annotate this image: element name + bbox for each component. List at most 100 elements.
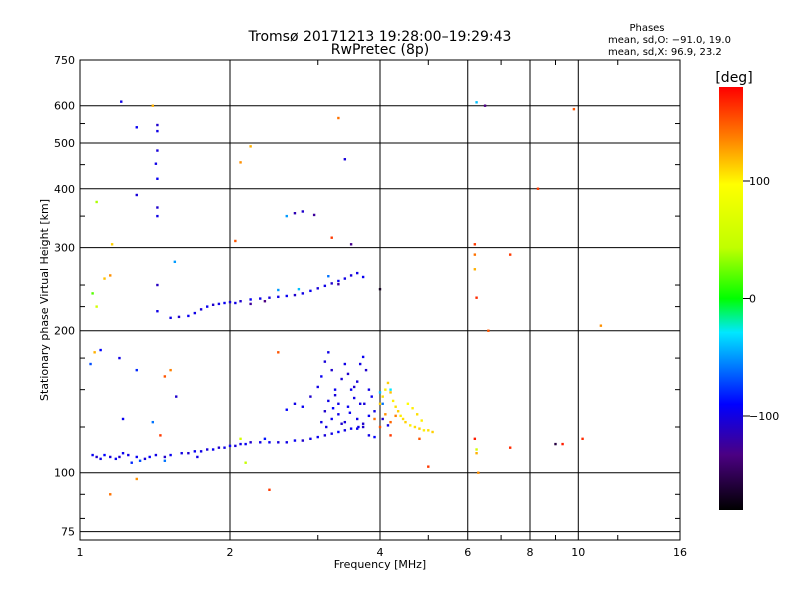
- data-point: [95, 305, 98, 308]
- data-point: [378, 287, 382, 291]
- data-point: [301, 405, 305, 408]
- data-point: [389, 420, 392, 424]
- data-point: [205, 305, 209, 308]
- data-point: [396, 410, 400, 413]
- data-point: [394, 405, 397, 408]
- data-point: [418, 437, 421, 441]
- stats-heading: Phases: [629, 23, 664, 34]
- data-point: [330, 282, 333, 285]
- data-point: [244, 442, 247, 446]
- data-point: [211, 303, 215, 306]
- data-point: [249, 302, 252, 306]
- data-point: [151, 420, 155, 424]
- data-point: [409, 424, 412, 427]
- data-point: [352, 385, 356, 389]
- data-point: [312, 213, 316, 217]
- data-point: [135, 126, 138, 129]
- data-point: [301, 439, 305, 442]
- data-point: [367, 388, 371, 391]
- data-point: [536, 187, 540, 190]
- data-point: [180, 451, 183, 455]
- data-point: [316, 287, 319, 290]
- colorbar-tick-label: 100: [749, 175, 770, 188]
- data-point: [323, 360, 327, 363]
- data-point: [320, 375, 323, 378]
- plot-frame: [79, 59, 681, 541]
- data-point: [223, 446, 226, 449]
- data-point: [316, 435, 319, 439]
- data-point: [487, 329, 490, 332]
- data-point: [404, 420, 407, 424]
- data-point: [127, 453, 130, 457]
- data-point: [159, 434, 162, 437]
- data-point: [361, 275, 365, 279]
- data-point: [389, 388, 392, 391]
- data-point: [483, 104, 487, 107]
- data-point: [330, 417, 333, 421]
- data-point: [363, 402, 366, 405]
- data-point: [554, 442, 557, 446]
- data-point: [187, 451, 190, 455]
- data-point: [156, 149, 159, 152]
- data-point: [239, 300, 242, 303]
- data-point: [384, 413, 387, 416]
- data-point: [389, 391, 392, 394]
- data-point: [340, 422, 343, 425]
- data-point: [355, 271, 359, 275]
- data-point: [373, 410, 376, 413]
- data-point: [420, 419, 423, 422]
- chart-subtitle: RwPretec (8p): [331, 42, 429, 58]
- data-point: [330, 432, 333, 435]
- data-point: [103, 453, 106, 457]
- data-point: [320, 420, 323, 424]
- data-point: [173, 260, 177, 264]
- data-point: [95, 200, 98, 204]
- data-point: [89, 362, 92, 366]
- colorbar-tick-label: −100: [749, 410, 779, 423]
- data-point: [110, 243, 114, 246]
- data-point: [118, 356, 121, 360]
- data-point: [475, 448, 478, 451]
- data-point: [348, 411, 352, 414]
- data-point: [333, 393, 337, 397]
- data-point: [343, 362, 347, 366]
- data-point: [473, 437, 477, 441]
- data-point: [330, 368, 333, 372]
- data-point: [205, 448, 209, 451]
- data-point: [413, 425, 417, 429]
- data-point: [268, 441, 271, 444]
- data-point: [121, 451, 125, 455]
- data-point: [156, 206, 159, 209]
- data-point: [154, 162, 158, 165]
- data-point: [199, 308, 203, 311]
- data-point: [346, 372, 350, 376]
- data-point: [367, 434, 371, 437]
- y-tick-label: 100: [54, 467, 75, 480]
- data-point: [343, 158, 347, 161]
- data-point: [327, 351, 330, 354]
- data-point: [130, 461, 133, 464]
- data-point: [346, 405, 350, 408]
- data-point: [263, 437, 267, 441]
- data-point: [169, 368, 172, 372]
- data-point: [277, 295, 280, 299]
- data-point: [572, 107, 576, 111]
- data-point: [427, 429, 430, 432]
- data-point: [473, 268, 477, 271]
- data-point: [169, 453, 172, 457]
- data-point: [228, 444, 232, 448]
- data-point: [234, 301, 237, 305]
- data-point: [355, 427, 359, 430]
- data-point: [143, 457, 147, 461]
- data-point: [99, 457, 102, 461]
- grid-lines: [79, 59, 681, 540]
- data-point: [95, 455, 98, 459]
- data-point: [196, 455, 199, 459]
- data-point: [386, 424, 390, 427]
- data-point: [475, 296, 478, 299]
- data-point: [364, 368, 368, 372]
- colorbar-tick-label: 0: [749, 293, 756, 306]
- data-point: [418, 427, 421, 430]
- data-point: [114, 457, 118, 461]
- data-point: [91, 453, 94, 457]
